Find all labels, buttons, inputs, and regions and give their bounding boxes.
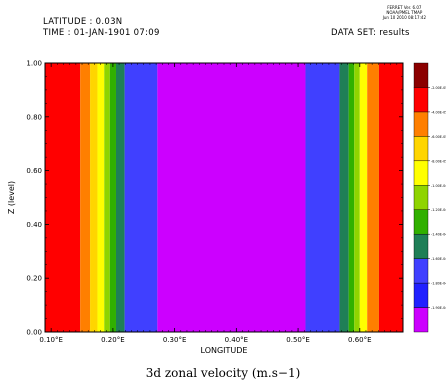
colorbar-label-7: -6.00E-05 [431,135,446,139]
axis-ticks [44,62,404,333]
band-9 [305,63,340,332]
band-1 [80,63,91,332]
axis-tick-labels: 0.10°E 0.20°E 0.30°E 0.40°E 0.50°E 0.60°E 0.00… [26,60,371,345]
y-tick-label: 0.80 [26,113,42,121]
band-15 [378,63,403,332]
band-13 [359,63,368,332]
colorbar-swatch-0 [413,307,429,333]
band-11 [348,63,355,332]
colorbar: -1.90E-04 -1.80E-04 -1.60E-04 -1.40E-04 -1.2… [413,62,446,333]
plot-header: LATITUDE : 0.03N TIME : 01-JAN-1901 07:0… [43,17,160,39]
y-tick-label: 1.00 [26,60,42,68]
y-tick-label: 0.20 [26,275,42,283]
colorbar-label-9: -2.00E-05 [431,86,446,90]
x-tick-label: 0.30°E [163,336,187,344]
colorbar-swatch-7 [413,136,429,162]
band-2 [90,63,98,332]
colorbar-swatch-6 [413,160,429,186]
x-tick-label: 0.40°E [225,336,249,344]
colorbar-swatch-2 [413,258,429,284]
colorbar-swatch-8 [413,111,429,137]
band-7 [124,63,158,332]
time-label: TIME : 01-JAN-1901 07:09 [43,28,160,38]
dataset-label: DATA SET: results [331,28,410,38]
band-6 [115,63,125,332]
colorbar-label-8: -4.00E-05 [431,110,446,114]
x-tick-label: 0.50°E [286,336,310,344]
band-8 [157,63,306,332]
ferret-org: NOAA/PMEL TMAP [386,10,423,15]
colorbar-label-1: -1.80E-04 [431,282,446,286]
colorbar-swatch-4 [413,209,429,235]
colorbar-label-4: -1.20E-04 [431,208,446,212]
ferret-version: FERRET Ver. 6.07 [387,5,422,10]
colorbar-label-3: -1.40E-04 [431,233,446,237]
y-axis-label: Z (level) [7,181,16,214]
ferret-stamp: FERRET Ver. 6.07 NOAA/PMEL TMAP Jun 10 2… [383,5,426,20]
colorbar-label-6: -8.00E-05 [431,159,446,163]
x-axis-label: LONGITUDE [201,346,248,355]
colorbar-label-2: -1.60E-04 [431,257,446,261]
band-10 [339,63,349,332]
band-0 [45,63,81,332]
x-tick-label: 0.10°E [39,336,63,344]
colorbar-swatch-10 [413,62,429,88]
band-5 [109,63,116,332]
band-12 [354,63,360,332]
colorbar-swatch-3 [413,233,429,259]
colorbar-swatch-1 [413,282,429,308]
figure-caption: 3d zonal velocity (m.s−1) [145,366,301,380]
y-tick-label: 0.60 [26,167,42,175]
y-tick-label: 0.00 [26,329,42,337]
x-tick-label: 0.20°E [101,336,125,344]
band-14 [367,63,379,332]
colorbar-label-5: -1.00E-04 [431,184,446,188]
colorbar-swatch-9 [413,87,429,113]
colorbar-label-0: -1.90E-04 [431,306,446,310]
y-tick-label: 0.40 [26,221,42,229]
colorbar-swatch-5 [413,185,429,210]
band-3 [97,63,105,332]
heatmap-bands [45,63,403,332]
ferret-date: Jun 10 2010 08:17:42 [382,15,426,20]
x-tick-label: 0.60°E [348,336,372,344]
band-4 [104,63,110,332]
latitude-label: LATITUDE : 0.03N [43,17,123,27]
